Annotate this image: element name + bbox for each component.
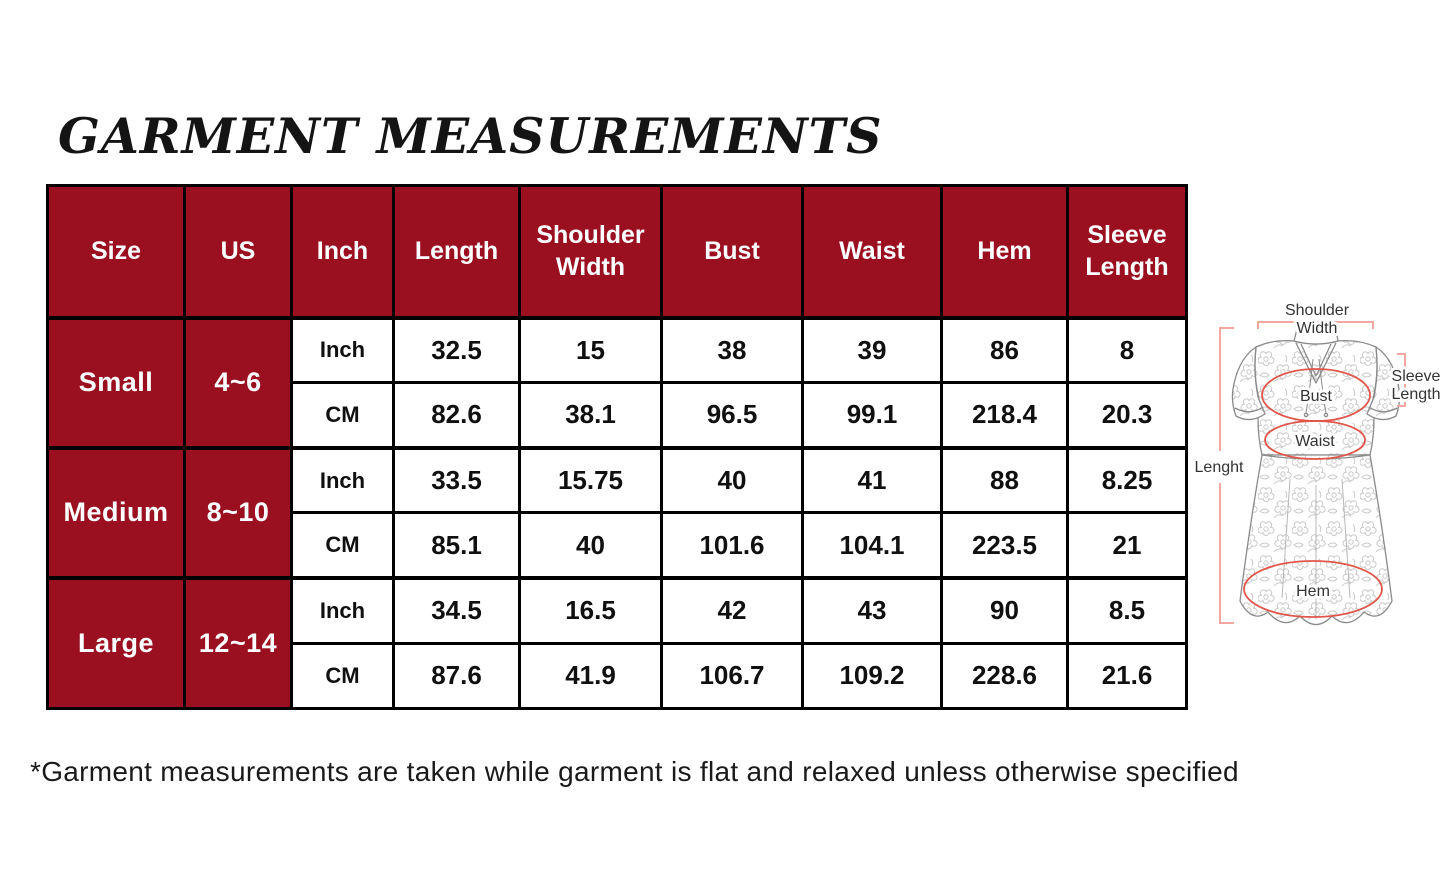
header-inch: Inch: [290, 184, 395, 319]
unit-cell: CM: [290, 511, 395, 580]
value-cell: 218.4: [940, 381, 1069, 450]
unit-cell: Inch: [290, 445, 395, 515]
value-cell: 101.6: [660, 511, 804, 580]
shoulder-width-label-line1: Shoulder: [1285, 302, 1350, 319]
value-cell: 15.75: [518, 445, 663, 515]
value-cell: 21.6: [1066, 642, 1188, 711]
value-cell: 38.1: [518, 381, 663, 450]
dress-vneck-inner: [1300, 343, 1332, 377]
bust-label: Bust: [1300, 388, 1333, 405]
value-cell: 87.6: [392, 642, 521, 711]
length-label: Lenght: [1195, 459, 1244, 476]
footnote: *Garment measurements are taken while ga…: [30, 756, 1239, 787]
value-cell: 41: [801, 445, 943, 515]
waist-label: Waist: [1295, 433, 1335, 450]
dress-tie-end-left: [1303, 412, 1309, 418]
header-hem: Hem: [940, 184, 1069, 319]
dress-drawing: [1231, 324, 1401, 626]
value-cell: 41.9: [518, 642, 663, 711]
value-cell: 40: [518, 511, 663, 580]
value-cell: 106.7: [660, 642, 804, 711]
value-cell: 86: [940, 315, 1069, 385]
header-length: Length: [392, 184, 521, 319]
size-chart: Size US Inch Length Shoulder Width Bust …: [46, 184, 1188, 711]
header-row: Size US Inch Length Shoulder Width Bust …: [46, 184, 1188, 319]
value-cell: 82.6: [392, 381, 521, 450]
sleeve-length-label-line2: Length: [1392, 386, 1441, 403]
size-chart-table: Size US Inch Length Shoulder Width Bust …: [46, 184, 1188, 711]
us-cell-small: 4~6: [183, 315, 293, 450]
value-cell: 99.1: [801, 381, 943, 450]
value-cell: 228.6: [940, 642, 1069, 711]
value-cell: 109.2: [801, 642, 943, 711]
hem-label: Hem: [1296, 583, 1330, 600]
shoulder-width-bracket: [1257, 321, 1374, 329]
dress-right-cuff: [1368, 406, 1398, 413]
sleeve-length-bracket: [1397, 353, 1406, 407]
value-cell: 32.5: [392, 315, 521, 385]
value-cell: 104.1: [801, 511, 943, 580]
dress-tie-end-right: [1323, 412, 1329, 418]
waist-measure-ellipse: [1264, 420, 1366, 460]
page-title: GARMENT MEASUREMENTS: [58, 106, 883, 165]
value-cell: 33.5: [392, 445, 521, 515]
value-cell: 90: [940, 576, 1069, 645]
value-cell: 96.5: [660, 381, 804, 450]
unit-cell: CM: [290, 381, 395, 450]
dress-vneck: [1295, 342, 1337, 384]
dress-collar: [1293, 324, 1339, 345]
us-cell-large: 12~14: [183, 576, 293, 711]
value-cell: 39: [801, 315, 943, 385]
unit-cell: Inch: [290, 315, 395, 385]
value-cell: 15: [518, 315, 663, 385]
header-shoulder-width: Shoulder Width: [518, 184, 663, 319]
size-cell-large: Large: [46, 576, 186, 711]
value-cell: 223.5: [940, 511, 1069, 580]
dress-left-cuff: [1234, 406, 1264, 413]
dress-tie-right: [1318, 358, 1327, 414]
value-cell: 85.1: [392, 511, 521, 580]
shoulder-width-label-line2: Width: [1297, 320, 1338, 337]
dress-fold-line: [1281, 478, 1291, 599]
table-row-medium-inch: Medium 8~10 Inch 33.5 15.75 40 41 88 8.2…: [46, 445, 1188, 580]
value-cell: 40: [660, 445, 804, 515]
value-cell: 8: [1066, 315, 1188, 385]
header-sleeve-length: Sleeve Length: [1066, 184, 1188, 319]
table-row-medium-cm: CM 85.1 40 101.6 104.1 223.5 21: [48, 511, 1188, 580]
value-cell: 8.25: [1066, 445, 1188, 515]
value-cell: 34.5: [392, 576, 521, 645]
value-cell: 43: [801, 576, 943, 645]
dress-right-sleeve: [1366, 346, 1401, 421]
value-cell: 88: [940, 445, 1069, 515]
size-cell-small: Small: [46, 315, 186, 450]
size-cell-medium: Medium: [46, 445, 186, 580]
table-row-large-cm: CM 87.6 41.9 106.7 109.2 228.6 21.6: [48, 642, 1188, 711]
table-row-large-inch: Large 12~14 Inch 34.5 16.5 42 43 90 8.5: [46, 576, 1188, 711]
dress-left-sleeve: [1231, 346, 1266, 421]
dress-fold-line: [1341, 478, 1351, 599]
value-cell: 42: [660, 576, 804, 645]
table-row-small-inch: Small 4~6 Inch 32.5 15 38 39 86 8: [46, 315, 1188, 450]
unit-cell: Inch: [290, 576, 395, 645]
length-bracket: [1219, 327, 1234, 624]
dress-tie-left: [1305, 358, 1314, 414]
value-cell: 38: [660, 315, 804, 385]
table-row-small-cm: CM 82.6 38.1 96.5 99.1 218.4 20.3: [48, 381, 1188, 450]
us-cell-medium: 8~10: [183, 445, 293, 580]
header-bust: Bust: [660, 184, 804, 319]
garment-diagram: Shoulder Width Sleeve Length Lenght Bust…: [1192, 299, 1444, 626]
unit-cell: CM: [290, 642, 395, 711]
sleeve-length-label-line1: Sleeve: [1392, 368, 1441, 385]
value-cell: 8.5: [1066, 576, 1188, 645]
header-us: US: [183, 184, 293, 319]
header-waist: Waist: [801, 184, 943, 319]
header-size: Size: [46, 184, 186, 319]
value-cell: 16.5: [518, 576, 663, 645]
value-cell: 21: [1066, 511, 1188, 580]
value-cell: 20.3: [1066, 381, 1188, 450]
hem-measure-ellipse: [1243, 560, 1383, 618]
